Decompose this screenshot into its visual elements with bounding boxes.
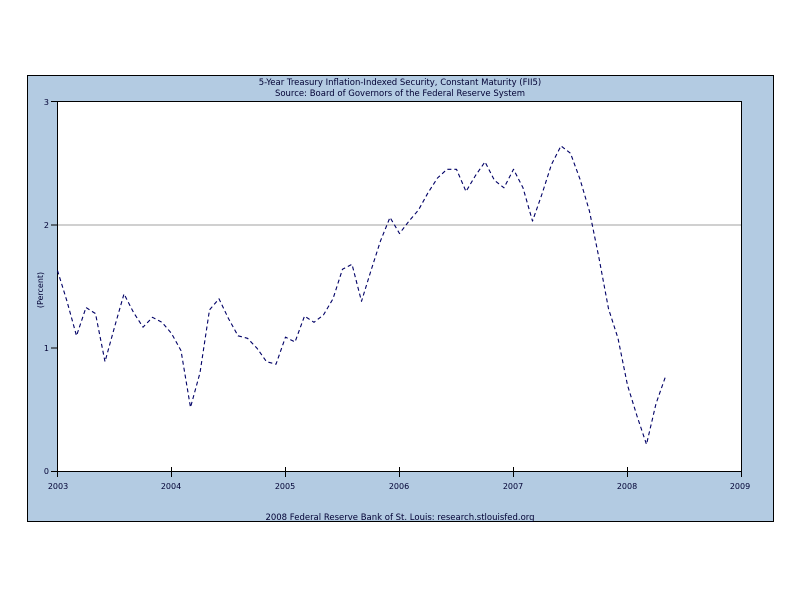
- footer-attribution: 2008 Federal Reserve Bank of St. Louis: …: [265, 513, 534, 523]
- chart-subtitle: Source: Board of Governors of the Federa…: [275, 89, 525, 99]
- x-tick-label-2009: 2009: [730, 482, 750, 491]
- x-tick-label-2005: 2005: [275, 482, 295, 491]
- y-axis-label: (Percent): [36, 272, 45, 308]
- y-tick-label-3: 3: [44, 98, 49, 107]
- x-tick-label-2006: 2006: [389, 482, 409, 491]
- x-tick-label-2008: 2008: [617, 482, 637, 491]
- x-tick-label-2007: 2007: [503, 482, 523, 491]
- data-line: [56, 145, 667, 445]
- x-tick-label-2003: 2003: [48, 482, 68, 491]
- y-tick-label-1: 1: [44, 344, 49, 353]
- y-tick-label-0: 0: [44, 467, 49, 476]
- plot-area: [57, 101, 742, 472]
- chart-title: 5-Year Treasury Inflation-Indexed Securi…: [259, 78, 542, 88]
- x-tick-label-2004: 2004: [161, 482, 181, 491]
- y-tick-label-2: 2: [44, 221, 49, 230]
